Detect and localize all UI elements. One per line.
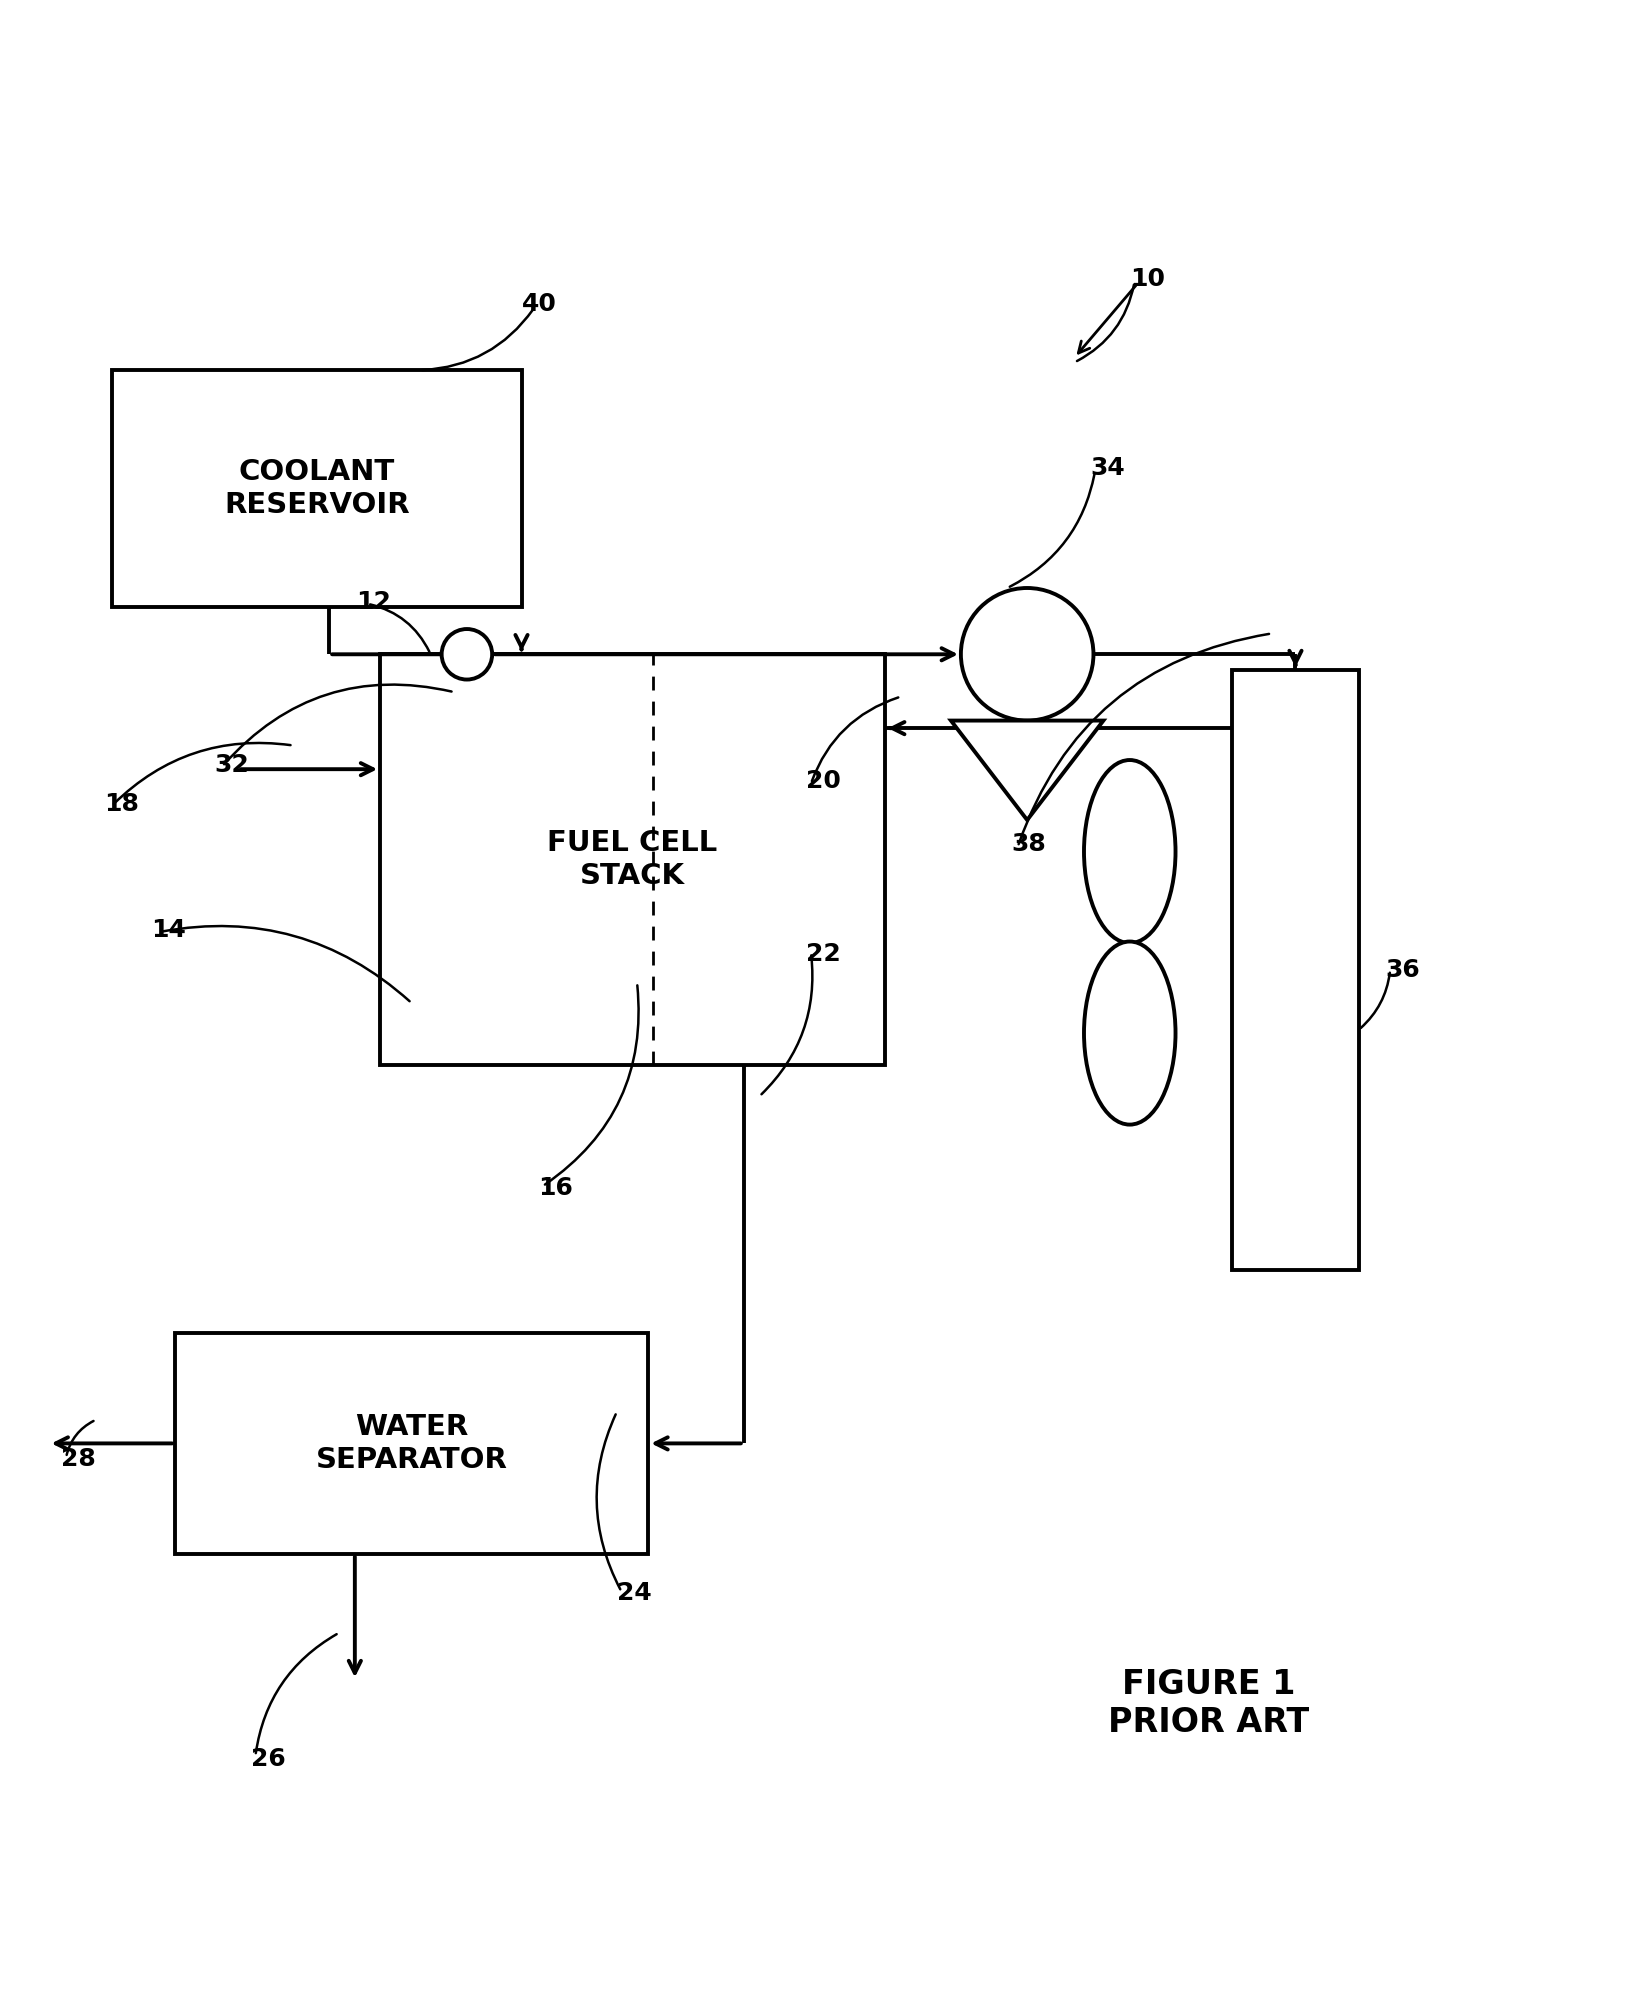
Bar: [1233, 671, 1358, 1270]
Ellipse shape: [1083, 941, 1175, 1124]
Text: 12: 12: [357, 591, 391, 615]
Text: 22: 22: [806, 941, 842, 965]
Text: 24: 24: [616, 1580, 651, 1604]
Text: 28: 28: [61, 1448, 95, 1470]
Circle shape: [442, 629, 492, 679]
Bar: [380, 655, 884, 1066]
Text: 34: 34: [1090, 457, 1124, 481]
Polygon shape: [950, 721, 1103, 819]
Text: 10: 10: [1129, 266, 1164, 290]
Text: 26: 26: [250, 1747, 286, 1771]
Text: 38: 38: [1011, 831, 1046, 855]
Text: FUEL CELL
STACK: FUEL CELL STACK: [547, 829, 718, 889]
Text: COOLANT
RESERVOIR: COOLANT RESERVOIR: [224, 459, 409, 519]
Bar: [174, 1332, 648, 1554]
Text: 14: 14: [151, 919, 186, 943]
Text: 18: 18: [104, 793, 138, 815]
Bar: [112, 371, 523, 607]
Text: WATER
SEPARATOR: WATER SEPARATOR: [316, 1414, 508, 1474]
Ellipse shape: [1083, 759, 1175, 943]
Text: FIGURE 1
PRIOR ART: FIGURE 1 PRIOR ART: [1108, 1668, 1309, 1739]
Text: 16: 16: [538, 1176, 572, 1200]
Text: 32: 32: [214, 753, 250, 777]
Circle shape: [960, 589, 1093, 721]
Text: 40: 40: [523, 292, 557, 316]
Text: 20: 20: [806, 769, 842, 793]
Text: 36: 36: [1386, 957, 1420, 981]
